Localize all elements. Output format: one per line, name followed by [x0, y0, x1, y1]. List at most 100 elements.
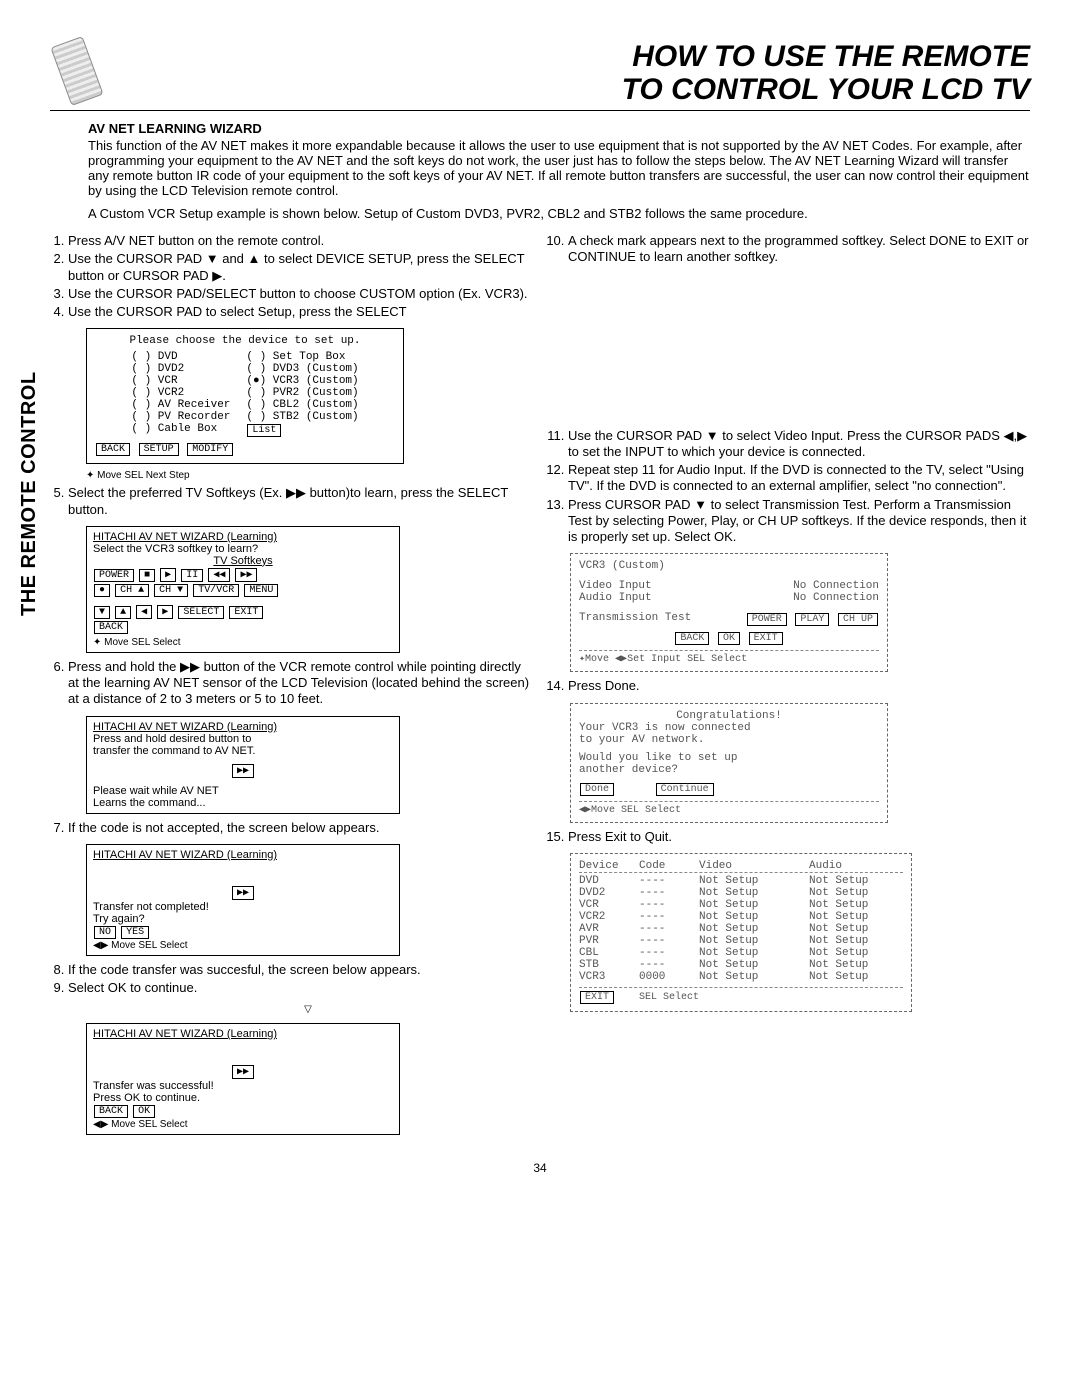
step-11: Use the CURSOR PAD ▼ to select Video Inp… [568, 428, 1030, 461]
p1-l4: ( ) AV Receiver [131, 399, 230, 411]
panel5-hint: ◀▶ Move SEL Select [93, 1119, 393, 1130]
down-arrow: ▽ [86, 1004, 530, 1015]
success-panel: HITACHI AV NET WIZARD (Learning) ▶▶ Tran… [86, 1023, 400, 1135]
sa-exit: EXIT [749, 632, 783, 645]
table-row: AVR----Not SetupNot Setup [579, 923, 903, 935]
title-line2: TO CONTROL YOUR LCD TV [622, 73, 1030, 106]
sa-hint: ✦Move ◀▶Set Input SEL Select [579, 650, 879, 665]
panel4-sym: ▶▶ [232, 886, 254, 900]
panel4-title: HITACHI AV NET WIZARD (Learning) [93, 849, 393, 861]
congrats-screen: Congratulations! Your VCR3 is now connec… [570, 703, 888, 823]
sk-tvvcr: TV/VCR [193, 584, 239, 597]
panel2-sub: Select the VCR3 softkey to learn? [93, 543, 393, 555]
step-13: Press CURSOR PAD ▼ to select Transmissio… [568, 497, 1030, 546]
panel3-sym: ▶▶ [232, 764, 254, 778]
sk-stop: ■ [139, 569, 155, 582]
fail-panel: HITACHI AV NET WIZARD (Learning) ▶▶ Tran… [86, 844, 400, 956]
sa-power: POWER [747, 613, 787, 626]
steps-list-left: Press A/V NET button on the remote contr… [50, 233, 530, 320]
sb-done: Done [580, 783, 614, 796]
sa-ok: OK [718, 632, 740, 645]
p1-r3: ( ) PVR2 (Custom) [246, 387, 358, 399]
p1-r5: ( ) STB2 (Custom) [246, 411, 358, 423]
device-table: Device Code Video Audio DVD----Not Setup… [570, 853, 912, 1012]
sb-l5: another device? [579, 764, 879, 776]
th-2: Video [699, 860, 809, 872]
p1-l5: ( ) PV Recorder [131, 411, 230, 423]
sa-chup: CH UP [838, 613, 878, 626]
panel2-hint: ✦ Move SEL Select [93, 637, 393, 648]
sa-vi: Video Input [579, 580, 652, 592]
panel3-l2: transfer the command to AV NET. [93, 745, 393, 757]
panel5-sym: ▶▶ [232, 1065, 254, 1079]
p1-list-btn: List [247, 424, 281, 437]
sb-l2: Your VCR3 is now connected [579, 722, 879, 734]
p1-back-btn: BACK [96, 443, 130, 456]
table-row: PVR----Not SetupNot Setup [579, 935, 903, 947]
step-12: Repeat step 11 for Audio Input. If the D… [568, 462, 1030, 495]
panel2-rowlabel: TV Softkeys [93, 555, 393, 567]
dt-hint: SEL Select [639, 992, 699, 1003]
panel5-ok: OK [133, 1105, 155, 1118]
sk-play: ▶ [160, 568, 176, 582]
table-row: VCR----Not SetupNot Setup [579, 899, 903, 911]
step-5: Select the preferred TV Softkeys (Ex. ▶▶… [68, 485, 530, 518]
p1-r0: ( ) Set Top Box [246, 351, 358, 363]
title-line1: HOW TO USE THE REMOTE [622, 40, 1030, 73]
panel4-m2: Try again? [93, 913, 393, 925]
panel5-back: BACK [94, 1105, 128, 1118]
sa-play: PLAY [795, 613, 829, 626]
sk-up: ▲ [115, 606, 131, 619]
th-0: Device [579, 860, 639, 872]
sk-back: BACK [94, 621, 128, 634]
learning-panel: HITACHI AV NET WIZARD (Learning) Press a… [86, 716, 400, 814]
table-row: VCR2----Not SetupNot Setup [579, 911, 903, 923]
intro-paragraph-2: A Custom VCR Setup example is shown belo… [88, 206, 1030, 221]
side-tab-label: THE REMOTE CONTROL [18, 367, 41, 620]
step-14: Press Done. [568, 678, 1030, 694]
p1-r4: ( ) CBL2 (Custom) [246, 399, 358, 411]
p1-l6: ( ) Cable Box [131, 423, 230, 435]
sk-exit: EXIT [229, 606, 263, 619]
step-4: Use the CURSOR PAD to select Setup, pres… [68, 304, 530, 320]
panel1-hint: ✦ Move SEL Next Step [86, 470, 530, 481]
p1-l0: ( ) DVD [131, 351, 230, 363]
page-title: HOW TO USE THE REMOTE TO CONTROL YOUR LC… [622, 40, 1030, 106]
sb-l3: to your AV network. [579, 734, 879, 746]
softkey-panel: HITACHI AV NET WIZARD (Learning) Select … [86, 526, 400, 653]
p1-r1: ( ) DVD3 (Custom) [246, 363, 358, 375]
sk-chup: CH ▲ [115, 584, 149, 597]
step-2: Use the CURSOR PAD ▼ and ▲ to select DEV… [68, 251, 530, 284]
panel3-w1: Please wait while AV NET [93, 785, 393, 797]
transmission-screen: VCR3 (Custom) Video InputNo Connection A… [570, 553, 888, 672]
sk-rew: ◀◀ [208, 568, 230, 582]
sa-back: BACK [675, 632, 709, 645]
sk-right: ▶ [157, 605, 173, 619]
step-1: Press A/V NET button on the remote contr… [68, 233, 530, 249]
step-3: Use the CURSOR PAD/SELECT button to choo… [68, 286, 530, 302]
sk-menu: MENU [244, 584, 278, 597]
panel3-l1: Press and hold desired button to [93, 733, 393, 745]
sb-hint: ◀▶Move SEL Select [579, 801, 879, 816]
table-row: CBL----Not SetupNot Setup [579, 947, 903, 959]
th-3: Audio [809, 860, 899, 872]
intro-paragraph-1: This function of the AV NET makes it mor… [88, 138, 1030, 198]
step-7: If the code is not accepted, the screen … [68, 820, 530, 836]
panel4-no: NO [94, 926, 116, 939]
sk-rec: ● [94, 584, 110, 597]
device-setup-panel: Please choose the device to set up. ( ) … [86, 328, 404, 464]
section-heading: AV NET LEARNING WIZARD [88, 121, 1030, 136]
sk-pause: II [181, 569, 203, 582]
sk-chdn: CH ▼ [154, 584, 188, 597]
table-row: STB----Not SetupNot Setup [579, 959, 903, 971]
sk-down: ▼ [94, 606, 110, 619]
panel3-title: HITACHI AV NET WIZARD (Learning) [93, 721, 393, 733]
sb-l1: Congratulations! [579, 710, 879, 722]
p1-r2: (●) VCR3 (Custom) [246, 375, 358, 387]
step-10: A check mark appears next to the program… [568, 233, 1030, 266]
sb-cont: Continue [656, 783, 714, 796]
sb-l4: Would you like to set up [579, 752, 879, 764]
sk-ff: ▶▶ [235, 568, 257, 582]
panel4-hint: ◀▶ Move SEL Select [93, 940, 393, 951]
panel5-m2: Press OK to continue. [93, 1092, 393, 1104]
